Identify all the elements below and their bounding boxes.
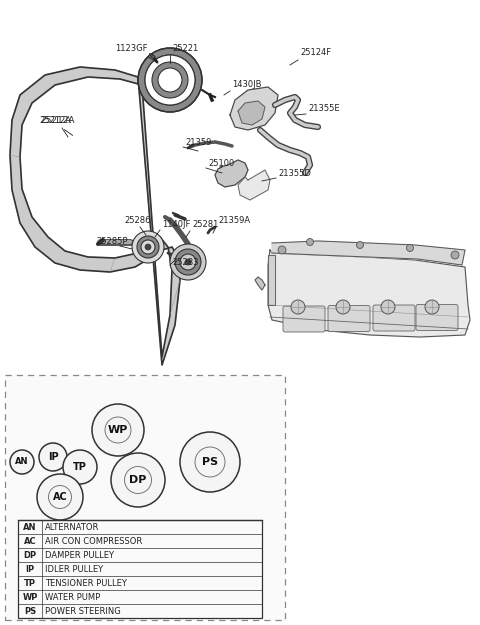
Text: 21359A: 21359A <box>218 216 250 225</box>
Text: 21355D: 21355D <box>278 169 311 178</box>
Text: TP: TP <box>73 462 87 472</box>
FancyBboxPatch shape <box>328 306 370 331</box>
Circle shape <box>278 246 286 254</box>
Text: WP: WP <box>22 592 38 601</box>
Text: IP: IP <box>48 452 58 462</box>
Circle shape <box>451 251 459 259</box>
Text: 25212A: 25212A <box>39 116 71 125</box>
Circle shape <box>180 254 196 270</box>
Bar <box>18 520 262 618</box>
Circle shape <box>137 236 159 258</box>
Circle shape <box>111 453 165 507</box>
Text: 25100: 25100 <box>208 159 234 168</box>
Text: AC: AC <box>53 492 67 502</box>
Polygon shape <box>215 160 248 187</box>
Polygon shape <box>272 241 465 265</box>
Circle shape <box>336 300 350 314</box>
Circle shape <box>425 300 439 314</box>
Text: AC: AC <box>24 536 36 546</box>
Polygon shape <box>10 67 180 365</box>
Circle shape <box>291 300 305 314</box>
Text: 21355E: 21355E <box>308 104 340 113</box>
Circle shape <box>158 68 182 92</box>
Circle shape <box>170 244 206 280</box>
Text: 25285P: 25285P <box>96 237 128 246</box>
Circle shape <box>141 240 155 254</box>
Text: PS: PS <box>24 606 36 616</box>
Polygon shape <box>268 250 470 337</box>
Text: WP: WP <box>108 425 128 435</box>
Text: DP: DP <box>24 551 36 559</box>
Text: 25221: 25221 <box>172 44 198 53</box>
Text: DAMPER PULLEY: DAMPER PULLEY <box>45 551 114 559</box>
Polygon shape <box>230 87 278 130</box>
Circle shape <box>39 443 67 471</box>
Text: 25283: 25283 <box>172 258 199 267</box>
Polygon shape <box>238 101 265 125</box>
Circle shape <box>145 244 151 250</box>
Circle shape <box>37 474 83 520</box>
Circle shape <box>185 259 191 265</box>
Circle shape <box>138 48 202 112</box>
Text: 25124F: 25124F <box>300 48 331 57</box>
FancyBboxPatch shape <box>373 305 415 331</box>
Circle shape <box>180 432 240 492</box>
Text: 21359: 21359 <box>185 138 211 147</box>
Text: PS: PS <box>202 457 218 467</box>
Text: 25286: 25286 <box>125 216 151 225</box>
Polygon shape <box>268 255 275 305</box>
FancyBboxPatch shape <box>416 304 458 331</box>
Text: 1140JF: 1140JF <box>162 220 191 229</box>
Text: WATER PUMP: WATER PUMP <box>45 592 100 601</box>
Text: IDLER PULLEY: IDLER PULLEY <box>45 564 103 574</box>
Text: TENSIONER PULLEY: TENSIONER PULLEY <box>45 579 127 587</box>
Text: AIR CON COMPRESSOR: AIR CON COMPRESSOR <box>45 536 142 546</box>
Text: 1430JB: 1430JB <box>232 80 262 89</box>
Polygon shape <box>255 277 265 290</box>
Circle shape <box>175 249 201 275</box>
Circle shape <box>307 239 313 246</box>
Circle shape <box>92 404 144 456</box>
Circle shape <box>381 300 395 314</box>
Text: POWER STEERING: POWER STEERING <box>45 606 121 616</box>
Circle shape <box>132 231 164 263</box>
Circle shape <box>357 241 363 249</box>
Text: 25281: 25281 <box>192 220 218 229</box>
Text: AN: AN <box>15 458 29 466</box>
FancyBboxPatch shape <box>283 306 325 332</box>
Text: IP: IP <box>25 564 35 574</box>
Text: TP: TP <box>24 579 36 587</box>
Text: ALTERNATOR: ALTERNATOR <box>45 522 99 531</box>
Text: DP: DP <box>129 475 147 485</box>
Circle shape <box>152 62 188 98</box>
Circle shape <box>145 55 195 105</box>
Text: AN: AN <box>23 522 37 531</box>
Bar <box>148 54 155 60</box>
Bar <box>5 375 285 620</box>
Circle shape <box>63 450 97 484</box>
Circle shape <box>407 244 413 251</box>
Polygon shape <box>238 170 270 200</box>
Text: 1123GF: 1123GF <box>116 44 148 53</box>
Circle shape <box>10 450 34 474</box>
Text: 25212A: 25212A <box>41 116 75 125</box>
